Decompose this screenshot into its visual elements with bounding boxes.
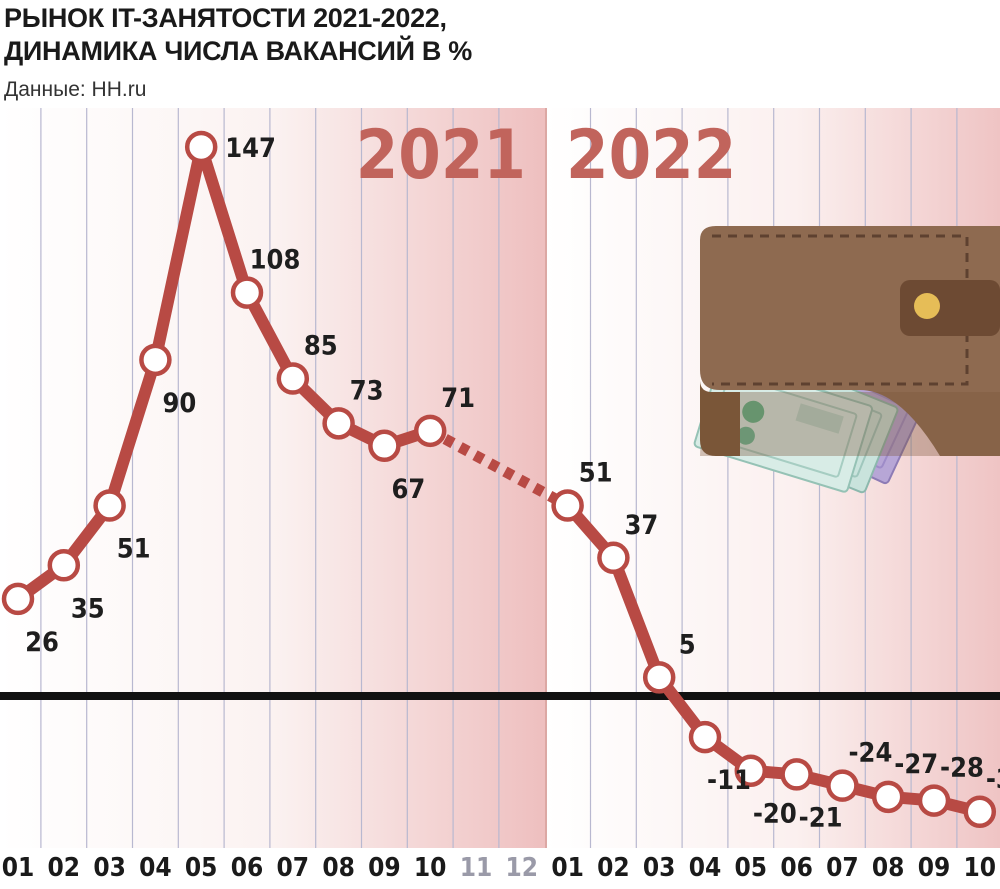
x-tick-label: 01 xyxy=(2,853,35,883)
data-label: 5 xyxy=(679,629,696,660)
data-label: -31 xyxy=(986,764,1000,795)
x-tick-label: 07 xyxy=(277,853,310,883)
x-tick-label: 12 xyxy=(506,853,539,883)
data-point xyxy=(871,780,905,814)
year-label-2021: 2021 xyxy=(356,116,526,195)
data-label: 85 xyxy=(304,331,338,362)
data-point xyxy=(917,784,951,817)
x-tick-label: 06 xyxy=(231,853,264,883)
x-tick-label: 05 xyxy=(735,853,768,883)
x-axis-ticks: 01 02 03 04 05 06 07 08 09 10 11 12 01 02 03 04 05 06 07 08… xyxy=(2,853,996,883)
data-point xyxy=(413,414,447,448)
data-label: 37 xyxy=(624,510,658,541)
data-label: -28 xyxy=(940,753,984,784)
x-tick-label: 08 xyxy=(872,853,905,883)
data-label: 147 xyxy=(225,133,276,164)
x-tick-label: 09 xyxy=(918,853,951,883)
data-point xyxy=(963,795,997,829)
data-label: 51 xyxy=(579,458,613,489)
x-tick-label: 04 xyxy=(689,853,722,883)
x-tick-label: 01 xyxy=(551,853,584,883)
data-label: -24 xyxy=(848,738,892,769)
data-label: 108 xyxy=(250,245,301,276)
background-2021 xyxy=(0,108,546,848)
wallet-icon xyxy=(693,226,1000,494)
data-label: -21 xyxy=(799,802,843,833)
page-title: РЫНОК IT-ЗАНЯТОСТИ 2021-2022, ДИНАМИКА Ч… xyxy=(4,2,472,68)
series-line xyxy=(12,140,437,605)
x-tick-label: 06 xyxy=(780,853,813,883)
data-point xyxy=(734,754,768,787)
data-label: -20 xyxy=(753,799,797,830)
data-label: -27 xyxy=(894,749,938,780)
data-point xyxy=(139,343,172,377)
x-tick-label: 03 xyxy=(93,853,126,883)
x-tick-label: 02 xyxy=(48,853,81,883)
data-source: Данные: HH.ru xyxy=(4,78,147,101)
data-point xyxy=(597,541,630,575)
year-labels: 2021 2022 xyxy=(356,116,737,195)
x-tick-label: 08 xyxy=(322,853,355,883)
data-label: 90 xyxy=(162,388,196,419)
data-point xyxy=(93,489,126,522)
data-label: 67 xyxy=(391,474,425,505)
data-label: 73 xyxy=(350,375,384,406)
data-point xyxy=(826,769,859,802)
x-tick-label: 05 xyxy=(185,853,218,883)
data-point xyxy=(322,407,355,440)
x-tick-label: 04 xyxy=(139,853,172,883)
data-point xyxy=(551,489,584,522)
data-point xyxy=(1,582,35,616)
year-label-2022: 2022 xyxy=(566,116,736,195)
data-series xyxy=(1,130,997,829)
data-point xyxy=(47,549,81,582)
title-line-1: РЫНОК IT-ЗАНЯТОСТИ 2021-2022, xyxy=(4,3,447,33)
x-tick-label: 10 xyxy=(964,853,997,883)
x-tick-label: 03 xyxy=(643,853,676,883)
data-point xyxy=(184,130,218,164)
x-tick-label: 02 xyxy=(597,853,630,883)
series-line xyxy=(561,499,986,818)
data-label: 26 xyxy=(25,627,59,658)
data-label: -11 xyxy=(707,765,751,796)
data-point xyxy=(780,758,813,791)
data-label: 71 xyxy=(441,383,475,414)
data-point xyxy=(688,720,722,754)
data-label: 35 xyxy=(71,593,105,624)
x-tick-label: 09 xyxy=(368,853,401,883)
background-2022 xyxy=(546,108,1000,848)
data-point xyxy=(230,276,264,309)
x-tick-label: 11 xyxy=(460,853,493,883)
x-tick-label: 07 xyxy=(826,853,859,883)
data-point xyxy=(368,429,401,463)
data-label: 51 xyxy=(117,534,151,565)
data-point xyxy=(276,362,310,395)
title-line-2: ДИНАМИКА ЧИСЛА ВАКАНСИЙ В % xyxy=(4,36,473,66)
data-point xyxy=(642,661,676,694)
x-tick-label: 10 xyxy=(414,853,447,883)
